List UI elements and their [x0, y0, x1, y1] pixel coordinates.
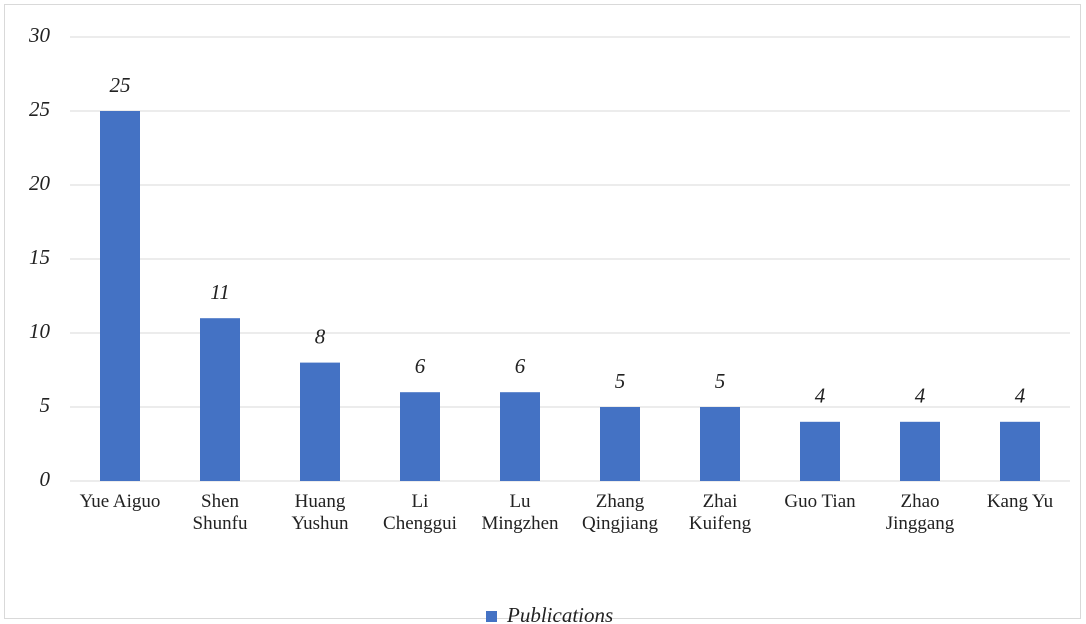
- legend-label: Publications: [506, 603, 613, 624]
- y-tick-label: 30: [28, 23, 51, 47]
- data-label: 5: [615, 369, 626, 393]
- bar: [200, 318, 240, 481]
- data-label: 8: [315, 324, 326, 348]
- bar: [400, 392, 440, 481]
- legend-swatch: [486, 611, 497, 622]
- bar: [900, 421, 940, 481]
- x-tick-label: Kang Yu: [986, 491, 1054, 512]
- x-tick-label: Li Chenggui: [383, 491, 457, 534]
- data-label: 4: [815, 384, 826, 408]
- y-tick-label: 20: [29, 171, 51, 195]
- x-tick-label: Zhang Qingjiang: [582, 491, 658, 534]
- y-tick-label: 10: [29, 319, 51, 343]
- y-tick-label: 0: [40, 467, 51, 491]
- chart-border: [4, 4, 1081, 619]
- bar: [600, 407, 640, 481]
- bar: [800, 421, 840, 481]
- data-label: 6: [515, 354, 526, 378]
- data-label: 11: [210, 280, 229, 304]
- bar: [1000, 421, 1040, 481]
- x-tick-label: Lu Mingzhen: [481, 491, 559, 534]
- bar: [300, 362, 340, 481]
- y-tick-label: 15: [29, 245, 50, 269]
- y-tick-label: 5: [40, 393, 51, 417]
- x-tick-label: Shen Shunfu: [192, 491, 248, 534]
- x-tick-label: Huang Yushun: [291, 491, 349, 534]
- data-label: 4: [915, 384, 926, 408]
- x-tick-label: Zhao Jinggang: [885, 491, 955, 534]
- y-tick-label: 25: [29, 97, 50, 121]
- bar: [500, 392, 540, 481]
- data-label: 6: [415, 354, 426, 378]
- bar: [100, 111, 140, 481]
- data-label: 25: [110, 73, 131, 97]
- x-tick-label: Guo Tian: [784, 491, 856, 512]
- x-tick-label: Zhai Kuifeng: [688, 491, 752, 534]
- data-label: 4: [1015, 384, 1026, 408]
- x-tick-label: Yue Aiguo: [79, 491, 161, 512]
- data-label: 5: [715, 369, 726, 393]
- bar: [700, 407, 740, 481]
